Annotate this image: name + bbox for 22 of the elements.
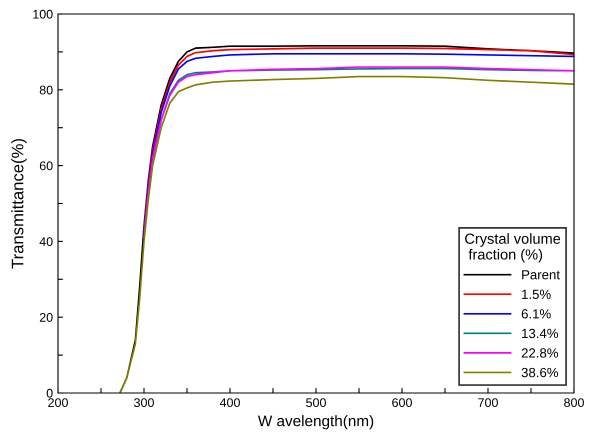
legend-label: 6.1% bbox=[522, 309, 551, 319]
legend-label: 13.4% bbox=[522, 328, 558, 338]
x-tick-label: 700 bbox=[478, 398, 498, 408]
x-tick-label: 400 bbox=[220, 398, 240, 408]
legend-label: 38.6% bbox=[522, 368, 558, 378]
x-tick-label: 600 bbox=[392, 398, 412, 408]
legend-title: Crystal volume fraction (%) bbox=[465, 233, 560, 262]
y-tick-label: 20 bbox=[40, 313, 53, 322]
x-tick-label: 200 bbox=[48, 398, 68, 408]
x-tick-label: 800 bbox=[564, 398, 584, 408]
x-tick-label: 300 bbox=[134, 398, 154, 408]
y-tick-label: 100 bbox=[33, 10, 53, 19]
x-tick-label: 500 bbox=[306, 398, 326, 408]
y-tick-label: 40 bbox=[40, 237, 53, 246]
legend-label: 22.8% bbox=[522, 348, 558, 358]
y-tick-label: 60 bbox=[40, 161, 53, 170]
y-axis-title: Transmittance(%) bbox=[11, 139, 27, 269]
y-tick-label: 80 bbox=[40, 86, 53, 94]
legend-label: 1.5% bbox=[522, 290, 551, 299]
legend-label: Parent bbox=[522, 270, 560, 280]
x-axis-title: W avelength(nm) bbox=[258, 415, 374, 430]
y-tick-label: 0 bbox=[46, 388, 53, 398]
